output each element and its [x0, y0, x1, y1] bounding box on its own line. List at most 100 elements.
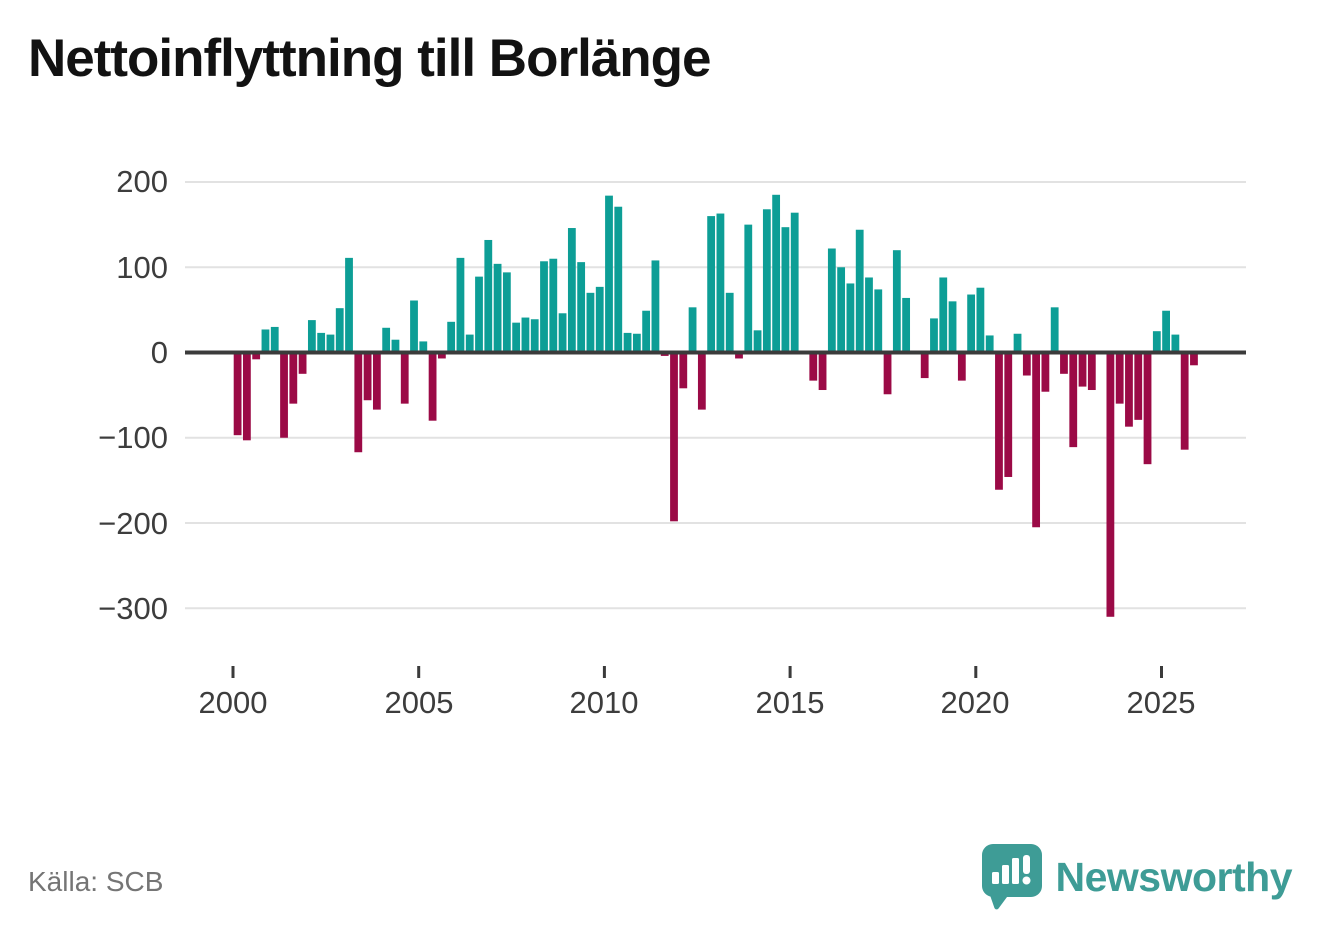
bar-2011-Q1 — [642, 310, 651, 353]
brand-name: Newsworthy — [1055, 853, 1293, 900]
bar-2005-Q3 — [437, 352, 446, 359]
bar-2019-Q2 — [948, 301, 957, 353]
bar-2015-Q1 — [790, 212, 799, 353]
bar-2016-Q2 — [837, 267, 846, 353]
bar-2012-Q2 — [688, 307, 697, 353]
bar-2024-Q1 — [1125, 352, 1133, 427]
bar-2018-Q1 — [902, 297, 911, 353]
bar-2002-Q3 — [326, 334, 335, 353]
bar-2010-Q4 — [632, 333, 641, 353]
bar-2006-Q2 — [465, 334, 474, 353]
y-tick-0: 0 — [150, 335, 168, 370]
bar-2017-Q4 — [892, 250, 901, 353]
bar-2002-Q1 — [307, 320, 316, 353]
bar-2006-Q3 — [475, 276, 483, 353]
bar-2025-Q1 — [1162, 310, 1170, 353]
bar-2020-Q1 — [976, 287, 985, 353]
bar-2021-Q3 — [1032, 352, 1041, 528]
bar-2003-Q1 — [345, 257, 353, 353]
bar-2019-Q4 — [967, 294, 976, 353]
x-tick-2000: 2000 — [198, 685, 268, 720]
bar-2016-Q4 — [855, 229, 864, 353]
bar-2022-Q1 — [1050, 307, 1059, 353]
bar-2025-Q2 — [1171, 334, 1180, 353]
bar-2009-Q2 — [577, 262, 586, 353]
bar-2019-Q3 — [957, 352, 966, 381]
bar-2006-Q4 — [484, 239, 493, 353]
bar-2010-Q2 — [614, 206, 623, 353]
bar-2025-Q4 — [1190, 352, 1198, 366]
bar-2013-Q3 — [735, 352, 743, 359]
bar-2012-Q4 — [707, 216, 716, 353]
bar-2000-Q4 — [261, 329, 270, 353]
bar-2022-Q3 — [1069, 352, 1078, 448]
bar-2024-Q4 — [1152, 331, 1161, 353]
bar-2019-Q1 — [939, 277, 948, 353]
bar-2000-Q2 — [242, 352, 251, 441]
bar-2011-Q2 — [651, 260, 660, 353]
bar-2009-Q1 — [567, 228, 576, 353]
bar-2010-Q1 — [605, 195, 613, 353]
bar-2018-Q4 — [930, 318, 938, 353]
bar-2007-Q2 — [502, 272, 511, 353]
bar-2014-Q3 — [772, 194, 781, 353]
bar-2021-Q4 — [1041, 352, 1050, 392]
bar-2001-Q2 — [280, 352, 288, 438]
bar-2023-Q3 — [1106, 352, 1115, 617]
bar-2007-Q3 — [512, 322, 521, 353]
bar-2022-Q2 — [1060, 352, 1068, 374]
x-tick-2005: 2005 — [384, 685, 454, 720]
x-tick-2010: 2010 — [569, 685, 639, 720]
bar-2011-Q4 — [670, 352, 678, 522]
bar-2009-Q4 — [595, 286, 604, 353]
bar-2020-Q3 — [995, 352, 1003, 490]
brand-lockup: Newsworthy — [981, 843, 1293, 911]
bar-2005-Q1 — [419, 341, 428, 353]
bar-2001-Q3 — [289, 352, 298, 404]
bar-2014-Q4 — [781, 227, 790, 353]
bar-2025-Q3 — [1180, 352, 1189, 450]
bar-2023-Q4 — [1115, 352, 1124, 404]
bar-2015-Q4 — [818, 352, 827, 391]
bar-2008-Q2 — [540, 261, 548, 353]
bar-2021-Q2 — [1022, 352, 1031, 376]
bar-2017-Q2 — [874, 289, 883, 353]
bar-2013-Q4 — [744, 224, 753, 353]
bar-2000-Q1 — [233, 352, 242, 436]
x-axis-ticks — [231, 666, 1163, 678]
y-tick-100: 100 — [116, 250, 168, 285]
bar-2004-Q4 — [410, 300, 418, 353]
bar-2002-Q2 — [317, 332, 326, 353]
bar-2005-Q2 — [428, 352, 437, 421]
y-tick-200: 200 — [116, 164, 168, 199]
bar-2003-Q4 — [372, 352, 381, 410]
bar-2001-Q4 — [298, 352, 307, 374]
y-tick-neg200: −200 — [98, 506, 168, 541]
bars — [233, 194, 1198, 617]
x-tick-2025: 2025 — [1126, 685, 1196, 720]
bar-2022-Q4 — [1078, 352, 1087, 387]
bar-2024-Q3 — [1143, 352, 1152, 465]
bar-2001-Q1 — [270, 326, 279, 353]
bar-2006-Q1 — [456, 257, 465, 353]
bar-2003-Q3 — [363, 352, 372, 401]
bar-2014-Q1 — [753, 330, 762, 353]
bar-2012-Q3 — [697, 352, 706, 410]
bar-2014-Q2 — [762, 209, 771, 353]
bar-2013-Q2 — [725, 292, 734, 353]
bar-2002-Q4 — [335, 308, 344, 353]
bar-2003-Q2 — [354, 352, 363, 453]
bar-2015-Q3 — [809, 352, 818, 381]
bar-2017-Q3 — [883, 352, 892, 395]
source-credit: Källa: SCB — [28, 866, 164, 897]
bar-2021-Q1 — [1013, 333, 1022, 353]
bar-2007-Q4 — [521, 317, 530, 353]
x-tick-2020: 2020 — [940, 685, 1010, 720]
bar-2007-Q1 — [493, 263, 502, 353]
bar-2008-Q3 — [549, 258, 558, 353]
y-tick-neg300: −300 — [98, 591, 168, 626]
bar-2012-Q1 — [679, 352, 688, 389]
bar-2008-Q4 — [558, 313, 567, 353]
bar-2016-Q3 — [846, 283, 855, 353]
